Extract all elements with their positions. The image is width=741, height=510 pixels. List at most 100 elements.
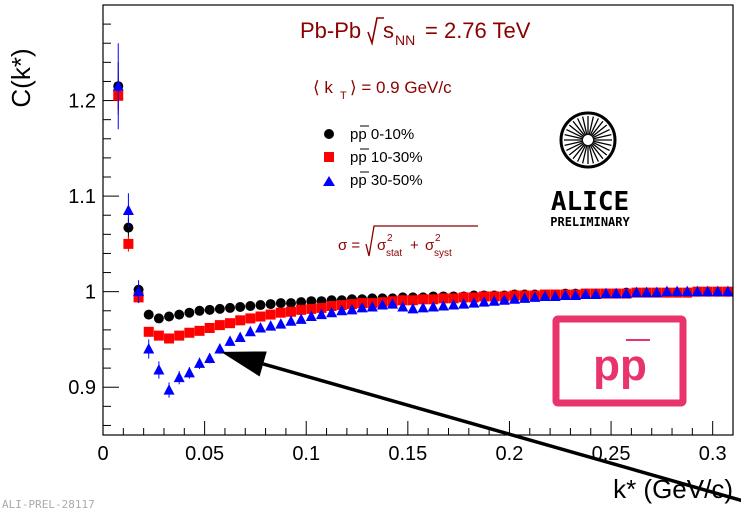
data-point: [143, 309, 154, 320]
data-point: [112, 80, 124, 91]
data-point: [204, 322, 215, 333]
data-point: [681, 285, 693, 297]
data-point: [143, 343, 155, 354]
svg-text:T: T: [340, 90, 347, 102]
legend-label-30-50: pp 30-50%: [350, 172, 423, 189]
data-point: [641, 286, 653, 298]
data-point: [610, 287, 622, 299]
data-point: [214, 343, 226, 354]
data-point: [194, 305, 205, 316]
data-point: [245, 313, 256, 324]
sqrt-sign: [367, 17, 384, 46]
data-point: [570, 289, 581, 300]
data-point: [549, 290, 561, 301]
kt-annotation: ⟨ k T ⟩ = 0.9 GeV/c: [313, 78, 452, 102]
data-point: [478, 296, 490, 307]
data-point: [204, 352, 216, 364]
data-points: [112, 43, 734, 398]
data-point: [143, 326, 154, 337]
svg-text:syst: syst: [434, 248, 452, 259]
emblem-ray: [568, 142, 585, 156]
svg-text:NN: NN: [395, 32, 415, 48]
data-point: [255, 311, 266, 322]
data-point: [620, 287, 632, 299]
data-point: [183, 366, 195, 378]
data-point: [225, 318, 236, 329]
svg-text:2: 2: [435, 233, 441, 244]
data-point: [498, 294, 510, 305]
data-point: [285, 306, 296, 317]
emblem-ray: [582, 144, 588, 164]
data-point: [306, 303, 317, 314]
emblem-ray: [564, 140, 584, 146]
data-point: [336, 304, 348, 316]
emblem-ray: [588, 116, 594, 136]
emblem-ray: [577, 118, 587, 136]
emblem-ray: [590, 120, 604, 137]
legend-marker-10-30: [324, 152, 334, 162]
alice-emblem-icon: [559, 111, 617, 169]
data-point: [306, 296, 317, 307]
data-point: [691, 285, 703, 297]
emblem-ring: [559, 111, 617, 169]
emblem-ray: [591, 142, 608, 156]
data-point: [387, 298, 399, 309]
data-point: [427, 300, 439, 312]
data-point: [163, 384, 175, 395]
data-point: [265, 299, 276, 310]
emblem-ray: [572, 143, 586, 160]
svg-text:stat: stat: [386, 248, 402, 259]
data-point: [376, 299, 388, 310]
data-point: [194, 325, 205, 336]
svg-text:Pb-Pb: Pb-Pb: [300, 18, 361, 43]
annotation-arrow: [220, 351, 741, 503]
data-point: [407, 295, 418, 306]
figure-id: ALI-PREL-28117: [2, 498, 95, 510]
data-point: [225, 302, 236, 313]
x-tick-label: 0.05: [185, 443, 224, 465]
svg-text:σ =: σ =: [338, 237, 360, 254]
legend: pp 0-10% pp 10-30% pp 30-50%: [323, 125, 423, 189]
x-tick-label: 0.15: [388, 443, 427, 465]
data-point: [275, 298, 286, 309]
sigma-formula: σ = σ 2 stat + σ 2 syst: [338, 225, 478, 259]
x-axis-title: k* (GeV/c): [613, 474, 733, 504]
svg-text:σ: σ: [377, 237, 387, 254]
data-point: [245, 301, 256, 311]
data-point: [214, 303, 225, 314]
pair-label-box: pp: [552, 315, 687, 407]
data-point: [275, 318, 287, 329]
series-2: [112, 43, 734, 398]
data-point: [458, 298, 470, 309]
sqrt-sign: [365, 225, 478, 257]
data-point: [630, 286, 642, 298]
x-tick-label: 0.3: [699, 443, 727, 465]
svg-text:s: s: [383, 18, 394, 43]
data-point: [407, 302, 419, 314]
x-tick-label: 0.2: [496, 443, 524, 465]
data-point: [448, 293, 459, 304]
plot-frame: [102, 4, 734, 436]
emblem-ray: [564, 134, 584, 140]
data-point: [468, 297, 480, 308]
data-point: [122, 204, 134, 215]
data-point: [275, 307, 286, 318]
data-point: [488, 295, 500, 306]
data-point: [326, 306, 338, 318]
x-tick-label: 0: [97, 443, 108, 465]
y-tick-label: 1: [85, 282, 96, 304]
data-point: [438, 293, 449, 304]
y-axis-title: C(k*): [6, 48, 36, 107]
energy-annotation: Pb-Pb s NN = 2.76 TeV: [300, 17, 531, 48]
data-point: [265, 309, 276, 320]
data-point: [133, 285, 145, 297]
x-tick-label: 0.1: [292, 443, 320, 465]
y-tick-label: 1.1: [68, 186, 96, 208]
emblem-ray: [592, 129, 610, 139]
arrow-head: [220, 351, 267, 377]
data-point: [285, 298, 296, 309]
data-point: [296, 297, 307, 308]
data-point: [224, 335, 236, 346]
data-point: [153, 364, 165, 375]
